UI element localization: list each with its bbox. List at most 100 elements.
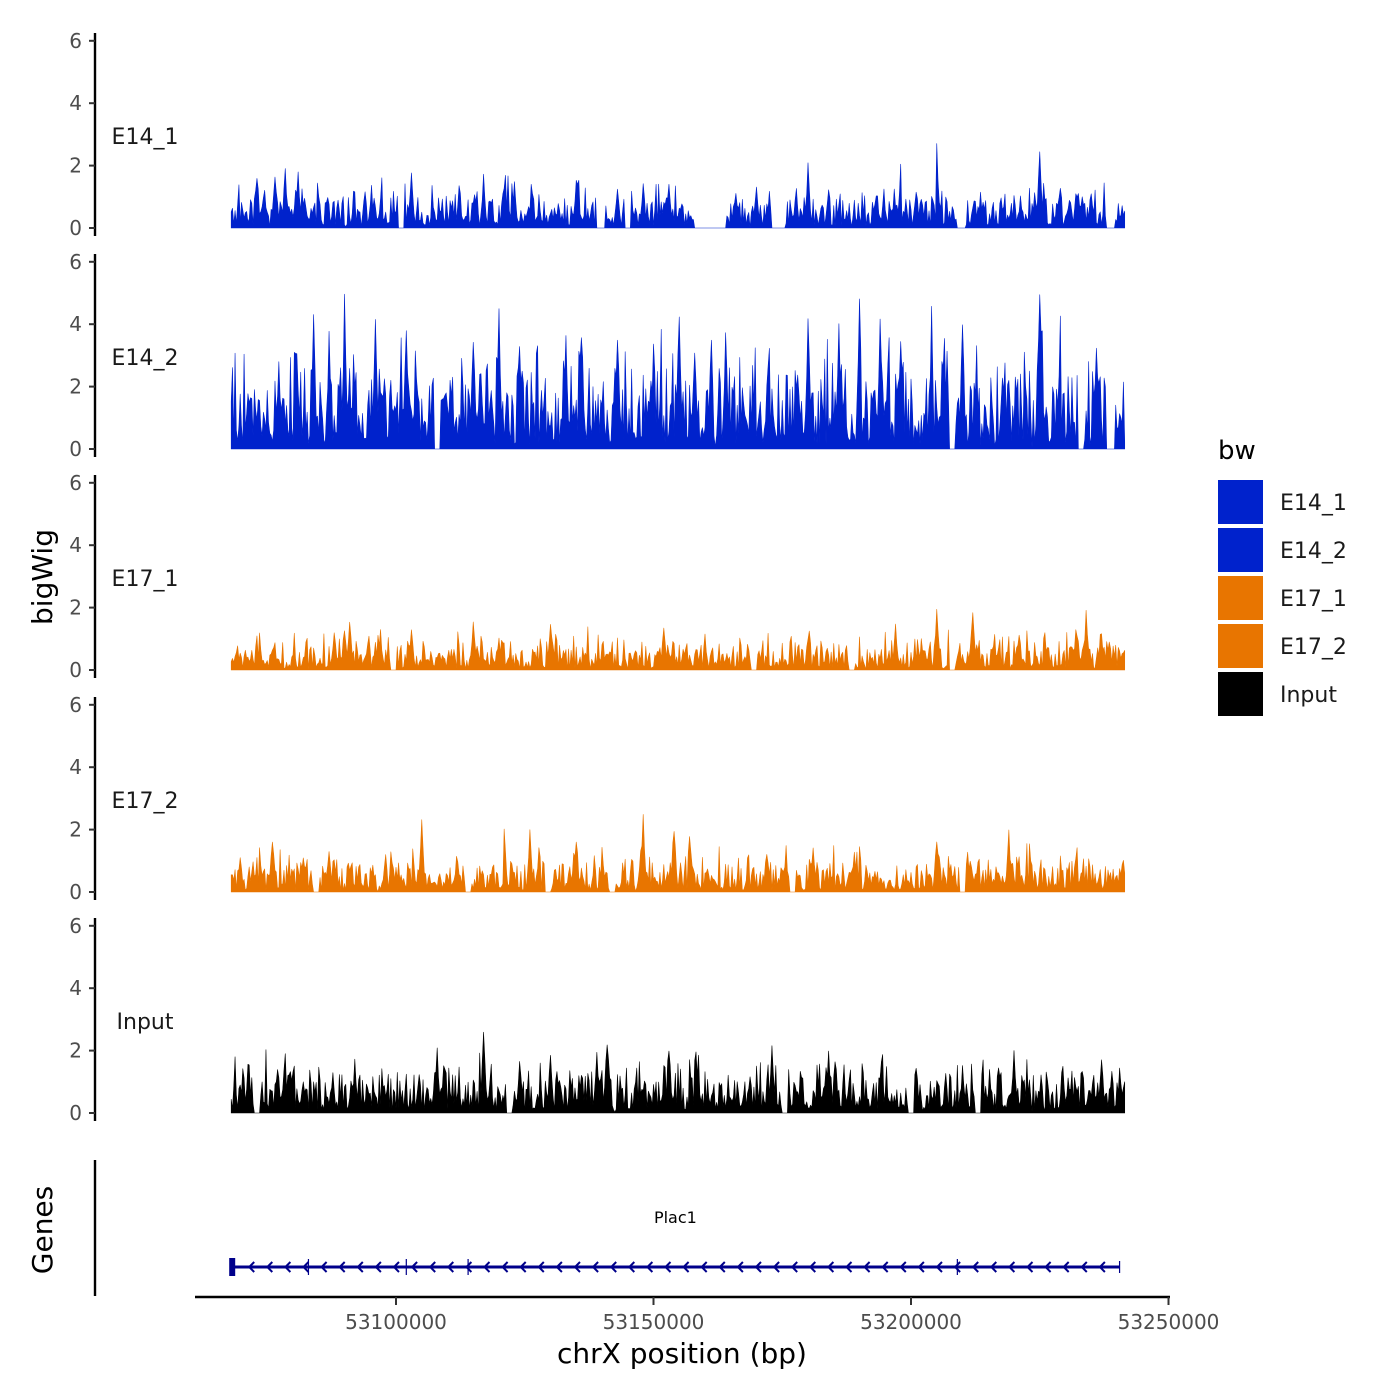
strand-arrow [302,1261,310,1273]
y-axis-title: bigWig [26,529,59,625]
y-tick-label: 4 [69,312,82,336]
y-tick-label: 2 [69,818,82,842]
legend-key [1218,624,1263,668]
strand-arrow [320,1261,328,1273]
track-e14-2: 0 2 4 6 E14_2 [69,250,1126,461]
y-tick-label: 6 [69,29,82,53]
strand-arrow [917,1261,925,1273]
track-label: E17_2 [112,789,179,814]
strand-arrow [645,1261,654,1273]
strand-arrow [374,1261,382,1273]
strand-arrow [1044,1261,1052,1273]
legend-label: E14_2 [1280,539,1347,564]
y-tick-label: 4 [69,976,82,1000]
genes-panel-title: Genes [26,1186,59,1274]
strand-arrow [627,1261,636,1273]
strand-arrow [410,1261,418,1273]
y-tick-label: 6 [69,693,82,717]
legend-key [1218,672,1263,716]
strand-arrow [664,1261,672,1273]
track-input: 0 2 4 6 Input [69,914,1126,1125]
strand-arrow [754,1261,762,1273]
legend-key [1218,480,1263,524]
strand-arrow [247,1261,255,1273]
strand-arrow [1062,1261,1070,1273]
y-tick-label: 0 [69,437,82,461]
strand-arrow [573,1261,581,1273]
y-tick-label: 4 [69,755,82,779]
strand-arrow [519,1261,527,1273]
strand-arrow [265,1261,274,1273]
strand-arrow [1007,1261,1016,1273]
strand-arrow [537,1261,545,1273]
y-tick-label: 6 [69,250,82,274]
strand-arrow [790,1261,798,1273]
x-tick-label: 53200000 [860,1310,962,1334]
gene-model [229,1258,1121,1276]
y-tick-label: 6 [69,914,82,938]
signal-area [230,814,1126,893]
x-axis-ticks: 53100000 53150000 53200000 53250000 [345,1297,1219,1334]
strand-arrow [1026,1261,1034,1273]
track-label: E14_2 [112,346,179,371]
y-tick-label: 0 [69,216,82,240]
y-tick-label: 6 [69,471,82,495]
strand-arrow [700,1261,708,1273]
x-tick-label: 53100000 [345,1310,447,1334]
gene-label: Plac1 [654,1208,697,1227]
strand-arrow [845,1261,853,1273]
strand-arrow [971,1261,979,1273]
gene-panel: Plac1 Genes [26,1160,1121,1296]
y-tick-label: 4 [69,91,82,115]
strand-arrow [826,1261,835,1273]
legend-item-e17-1: E17_1 [1218,576,1347,620]
strand-arrow [483,1261,491,1273]
legend-items: E14_1 E14_2 E17_1 E17_2 Input [1218,480,1347,716]
legend-item-e17-2: E17_2 [1218,624,1347,668]
x-axis-title: chrX position (bp) [557,1337,807,1370]
strand-arrow [356,1261,364,1273]
strand-arrow [392,1261,400,1273]
y-tick-label: 2 [69,154,82,178]
signal-area [230,1031,1126,1114]
strand-arrow [881,1261,889,1273]
signal-area [230,293,1126,450]
strand-arrow [772,1261,780,1273]
legend: bw E14_1 E14_2 E17_1 E17_2 Input [1218,436,1347,716]
track-label: E14_1 [112,125,179,150]
strand-arrow [591,1261,599,1273]
signal-area [230,143,1126,229]
y-tick-label: 0 [69,880,82,904]
legend-label: E17_2 [1280,635,1347,660]
x-tick-label: 53150000 [603,1310,705,1334]
track-panels: 0 2 4 6 E14_1 0 2 4 6 E14_2 0 2 4 6 E17_1 0 2 4 6 E17_2 0 2 4 6… [69,29,1126,1125]
strand-arrow [1080,1261,1088,1273]
strand-arrow [428,1261,436,1273]
strand-arrow [899,1261,907,1273]
legend-key [1218,528,1263,572]
strand-arrow [989,1261,998,1273]
strand-arrow [953,1261,961,1273]
track-label: E17_1 [112,567,179,592]
strand-arrow [555,1261,563,1273]
track-label: Input [117,1010,174,1035]
y-tick-label: 2 [69,1039,82,1063]
legend-key [1218,576,1263,620]
strand-arrow [501,1261,509,1273]
legend-item-input: Input [1218,672,1337,716]
y-tick-label: 0 [69,1101,82,1125]
strand-arrow [808,1261,817,1273]
legend-item-e14-1: E14_1 [1218,480,1347,524]
track-e17-1: 0 2 4 6 E17_1 [69,471,1126,682]
x-tick-label: 53250000 [1118,1310,1220,1334]
track-e14-1: 0 2 4 6 E14_1 [69,29,1126,240]
y-tick-label: 2 [69,596,82,620]
legend-label: E17_1 [1280,587,1347,612]
legend-label: Input [1280,683,1337,708]
strand-arrow [446,1261,455,1273]
legend-item-e14-2: E14_2 [1218,528,1347,572]
strand-arrow [1098,1261,1106,1273]
legend-title: bw [1218,436,1256,466]
strand-arrow [682,1261,690,1273]
